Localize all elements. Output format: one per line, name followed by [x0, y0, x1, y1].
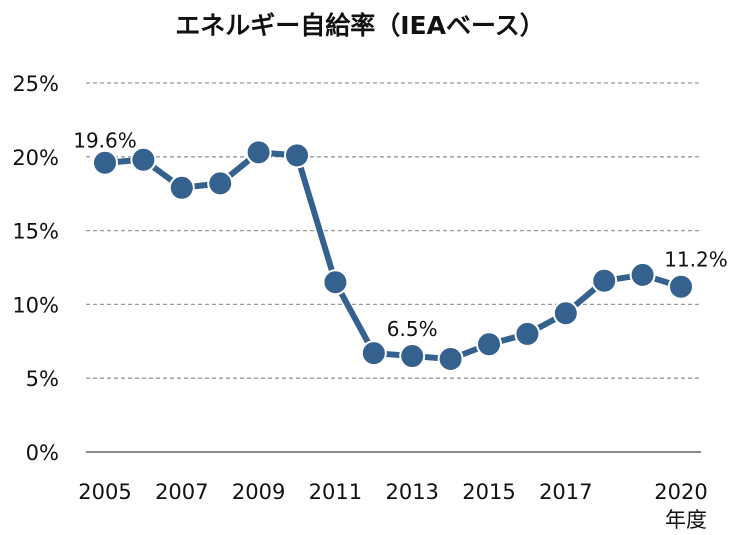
- gridlines: [86, 82, 701, 453]
- data-point: [168, 174, 195, 201]
- data-point: [437, 346, 464, 373]
- x-tick-label: 2009: [232, 480, 285, 504]
- data-point: [399, 343, 426, 370]
- data-point: [360, 340, 387, 367]
- data-point: [514, 320, 541, 347]
- x-tick-label: 2020: [654, 480, 707, 504]
- y-tick-label: 0%: [26, 441, 59, 465]
- data-point: [130, 146, 157, 173]
- series-group: [92, 139, 694, 373]
- x-tick-label: 2013: [385, 480, 438, 504]
- data-point: [322, 269, 349, 296]
- data-label: 19.6%: [73, 129, 137, 153]
- data-point: [552, 300, 579, 327]
- data-point: [92, 149, 118, 176]
- chart-title: エネルギー自給率（IEAベース）: [175, 11, 544, 40]
- x-tick-label: 2007: [155, 480, 208, 504]
- data-labels: 19.6% 6.5% 11.2%: [73, 129, 728, 341]
- x-tick-label: 2011: [309, 480, 362, 504]
- data-point: [591, 267, 618, 294]
- x-axis-ticks: 2005 2007 2009 2011 2013 2015 2017 2020: [78, 480, 707, 504]
- x-tick-label: 2015: [462, 480, 515, 504]
- y-axis-ticks: 0% 5% 10% 15% 20% 25%: [12, 72, 59, 465]
- data-point: [668, 273, 694, 300]
- series-line: [104, 149, 682, 363]
- data-point: [476, 331, 502, 358]
- data-point: [284, 142, 310, 169]
- data-label: 11.2%: [664, 248, 728, 272]
- y-tick-label: 15%: [12, 220, 59, 244]
- data-point: [629, 261, 656, 288]
- y-tick-label: 10%: [12, 293, 59, 317]
- x-tick-label: 2005: [78, 480, 131, 504]
- data-label: 6.5%: [387, 317, 438, 341]
- x-tick-label: 2017: [539, 480, 592, 504]
- data-point: [245, 139, 272, 166]
- x-axis-label: 年度: [665, 508, 707, 532]
- data-point: [207, 170, 234, 197]
- y-tick-label: 5%: [26, 367, 59, 391]
- y-tick-label: 20%: [12, 146, 59, 170]
- y-tick-label: 25%: [12, 72, 59, 96]
